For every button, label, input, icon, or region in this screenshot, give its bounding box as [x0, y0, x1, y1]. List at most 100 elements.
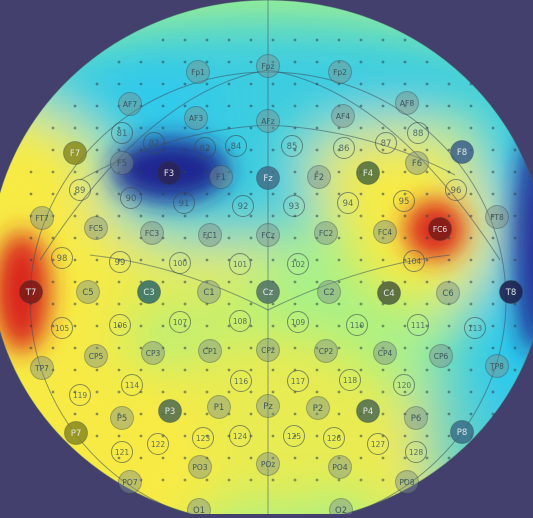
electrode-fc6[interactable]: FC6 — [428, 217, 452, 241]
electrode-n84[interactable]: 84 — [225, 135, 247, 157]
electrode-n93[interactable]: 93 — [283, 195, 305, 217]
electrode-cp2[interactable]: CP2 — [314, 339, 338, 363]
electrode-n85[interactable]: 85 — [281, 135, 303, 157]
electrode-p7[interactable]: P7 — [64, 421, 88, 445]
electrode-tp8[interactable]: TP8 — [485, 354, 509, 378]
electrode-n120[interactable]: 120 — [393, 374, 415, 396]
electrode-p4[interactable]: P4 — [356, 399, 380, 423]
electrode-f1[interactable]: F1 — [209, 165, 233, 189]
electrode-n116[interactable]: 116 — [230, 370, 252, 392]
electrode-po8[interactable]: PO8 — [395, 470, 419, 494]
electrode-fc2[interactable]: FC2 — [314, 221, 338, 245]
electrode-ft7[interactable]: FT7 — [30, 206, 54, 230]
electrode-fp2[interactable]: Fp2 — [328, 60, 352, 84]
electrode-c2[interactable]: C2 — [317, 280, 341, 304]
electrode-po3[interactable]: PO3 — [188, 455, 212, 479]
electrode-n89[interactable]: 89 — [69, 179, 91, 201]
electrode-n96[interactable]: 96 — [445, 179, 467, 201]
electrode-t7[interactable]: T7 — [19, 280, 43, 304]
electrode-f4[interactable]: F4 — [356, 161, 380, 185]
electrode-cpz[interactable]: CPz — [256, 338, 280, 362]
electrode-n100[interactable]: 100 — [169, 252, 191, 274]
electrode-n118[interactable]: 118 — [339, 369, 361, 391]
electrode-f7[interactable]: F7 — [63, 141, 87, 165]
electrode-t8[interactable]: T8 — [499, 280, 523, 304]
electrode-cp4[interactable]: CP4 — [373, 341, 397, 365]
electrode-f5[interactable]: F5 — [110, 151, 134, 175]
electrode-c4[interactable]: C4 — [377, 281, 401, 305]
electrode-n110[interactable]: 110 — [346, 314, 368, 336]
electrode-n121[interactable]: 121 — [111, 441, 133, 463]
electrode-cp1[interactable]: CP1 — [198, 339, 222, 363]
electrode-n114[interactable]: 114 — [121, 374, 143, 396]
electrode-f6[interactable]: F6 — [405, 151, 429, 175]
electrode-p6[interactable]: P6 — [404, 406, 428, 430]
electrode-n92[interactable]: 92 — [232, 195, 254, 217]
electrode-p5[interactable]: P5 — [110, 406, 134, 430]
electrode-n102[interactable]: 102 — [287, 253, 309, 275]
electrode-p2[interactable]: P2 — [306, 396, 330, 420]
electrode-n107[interactable]: 107 — [169, 311, 191, 333]
electrode-cz[interactable]: Cz — [256, 280, 280, 304]
electrode-n117[interactable]: 117 — [287, 370, 309, 392]
electrode-n105[interactable]: 105 — [51, 317, 73, 339]
electrode-n122[interactable]: 122 — [147, 433, 169, 455]
electrode-po4[interactable]: PO4 — [328, 455, 352, 479]
electrode-n86[interactable]: 86 — [333, 137, 355, 159]
electrode-fc5[interactable]: FC5 — [84, 216, 108, 240]
electrode-n109[interactable]: 109 — [287, 311, 309, 333]
electrode-cp6[interactable]: CP6 — [429, 344, 453, 368]
electrode-n81[interactable]: 81 — [111, 122, 133, 144]
electrode-n111[interactable]: 111 — [407, 314, 429, 336]
electrode-n83[interactable]: 83 — [194, 137, 216, 159]
electrode-af4[interactable]: AF4 — [331, 104, 355, 128]
electrode-fc1[interactable]: FC1 — [198, 223, 222, 247]
electrode-c3[interactable]: C3 — [137, 280, 161, 304]
electrode-fc3[interactable]: FC3 — [140, 221, 164, 245]
electrode-o2[interactable]: O2 — [329, 498, 353, 518]
electrode-n94[interactable]: 94 — [337, 192, 359, 214]
electrode-ft8[interactable]: FT8 — [485, 205, 509, 229]
electrode-n95[interactable]: 95 — [393, 190, 415, 212]
electrode-n119[interactable]: 119 — [69, 384, 91, 406]
electrode-n123[interactable]: 123 — [192, 427, 214, 449]
electrode-afz[interactable]: AFz — [256, 109, 280, 133]
electrode-af8[interactable]: AF8 — [395, 91, 419, 115]
electrode-n101[interactable]: 101 — [229, 253, 251, 275]
electrode-p1[interactable]: P1 — [207, 395, 231, 419]
electrode-n108[interactable]: 108 — [229, 310, 251, 332]
electrode-n90[interactable]: 90 — [120, 187, 142, 209]
electrode-f2[interactable]: F2 — [307, 165, 331, 189]
electrode-n82[interactable]: 82 — [143, 132, 165, 154]
electrode-p8[interactable]: P8 — [450, 420, 474, 444]
electrode-n88[interactable]: 88 — [407, 122, 429, 144]
electrode-poz[interactable]: POz — [256, 452, 280, 476]
electrode-n125[interactable]: 125 — [283, 425, 305, 447]
electrode-n98[interactable]: 98 — [51, 247, 73, 269]
electrode-tp7[interactable]: TP7 — [30, 356, 54, 380]
electrode-n104[interactable]: 104 — [403, 250, 425, 272]
electrode-fc4[interactable]: FC4 — [373, 220, 397, 244]
electrode-n87[interactable]: 87 — [375, 132, 397, 154]
electrode-c1[interactable]: C1 — [197, 280, 221, 304]
electrode-af3[interactable]: AF3 — [184, 106, 208, 130]
electrode-o1[interactable]: O1 — [187, 498, 211, 518]
electrode-n113[interactable]: 113 — [464, 317, 486, 339]
electrode-af7[interactable]: AF7 — [118, 92, 142, 116]
electrode-n99[interactable]: 99 — [109, 251, 131, 273]
electrode-f3[interactable]: F3 — [157, 161, 181, 185]
electrode-n128[interactable]: 128 — [405, 441, 427, 463]
electrode-pz[interactable]: Pz — [256, 394, 280, 418]
electrode-n126[interactable]: 126 — [323, 427, 345, 449]
electrode-cp3[interactable]: CP3 — [141, 341, 165, 365]
electrode-c5[interactable]: C5 — [76, 280, 100, 304]
electrode-n127[interactable]: 127 — [367, 433, 389, 455]
electrode-fcz[interactable]: FCz — [256, 223, 280, 247]
electrode-n124[interactable]: 124 — [229, 425, 251, 447]
electrode-p3[interactable]: P3 — [158, 399, 182, 423]
electrode-cp5[interactable]: CP5 — [84, 344, 108, 368]
electrode-fpz[interactable]: Fpz — [256, 54, 280, 78]
electrode-po7[interactable]: PO7 — [118, 470, 142, 494]
electrode-fz[interactable]: Fz — [256, 166, 280, 190]
electrode-n91[interactable]: 91 — [173, 192, 195, 214]
